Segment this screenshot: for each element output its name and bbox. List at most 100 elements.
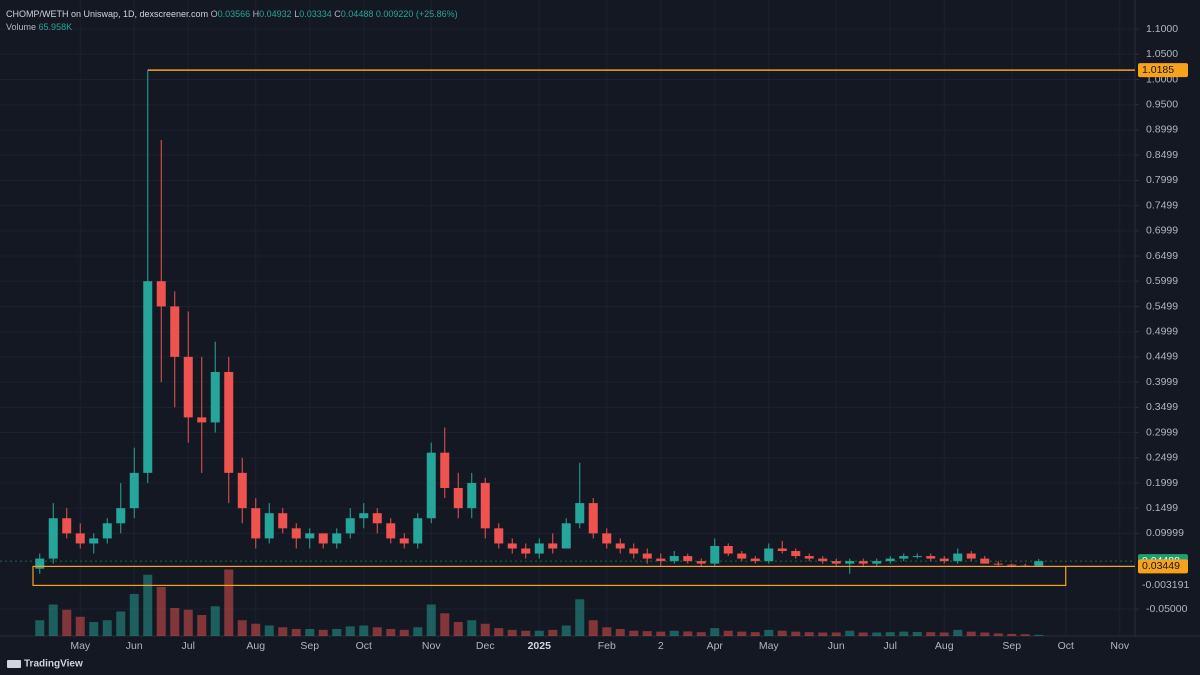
candle-body (926, 556, 936, 559)
candle-body (89, 538, 99, 544)
volume-bar (777, 630, 787, 636)
volume-bar (953, 629, 963, 636)
x-tick-label: May (70, 640, 91, 652)
volume-bar (305, 629, 315, 636)
candle-body (791, 551, 801, 557)
x-tick-label: Jul (884, 640, 897, 652)
volume-bar (993, 633, 1003, 636)
volume-bar (480, 623, 490, 636)
y-tick-label: 0.6499 (1146, 250, 1178, 262)
volume-bar (399, 629, 409, 636)
volume-bar (791, 631, 801, 636)
volume-bar (413, 627, 423, 636)
volume-bar (561, 625, 571, 636)
volume-bar (845, 630, 855, 636)
brand-logo (7, 660, 21, 668)
volume-bar (980, 632, 990, 636)
volume-bar (467, 620, 477, 636)
candle-body (467, 482, 477, 509)
y-tick-label: 0.1999 (1146, 477, 1178, 489)
candle-body (804, 556, 814, 559)
candle-body (129, 472, 139, 509)
candle-body (264, 513, 274, 539)
x-tick-label: 2 (658, 640, 664, 652)
volume-bar (251, 623, 261, 636)
y-tick-label: 0.7999 (1146, 174, 1178, 186)
volume-bar (737, 631, 747, 636)
box-top-box (1138, 559, 1188, 574)
candle-body (332, 533, 342, 544)
candle-body (845, 561, 855, 564)
volume-bar (588, 620, 598, 636)
volume-bar (615, 629, 625, 636)
ohlc-value: 0.04932 (259, 9, 292, 19)
x-tick-label: Aug (935, 640, 954, 652)
candle-body (480, 482, 490, 529)
candle-body (561, 523, 571, 549)
candle-body (818, 558, 828, 562)
volume-bar (818, 632, 828, 636)
brand-name: TradingView (24, 659, 83, 670)
high-line-box (1138, 63, 1188, 78)
volume-layer (35, 569, 1044, 636)
x-tick-label: Feb (598, 640, 616, 652)
volume-bar (143, 574, 153, 636)
candle-body (224, 371, 234, 473)
candle-body (210, 371, 220, 423)
y-tick-label: 0.7499 (1146, 199, 1178, 211)
candle-body (197, 417, 207, 423)
volume-bar (224, 569, 234, 636)
candle-body (251, 508, 261, 539)
candle-body (629, 548, 639, 554)
candle-body (656, 558, 666, 562)
candle-body (156, 281, 166, 307)
x-tick-label: Jun (828, 640, 845, 652)
grid (0, 0, 1135, 636)
x-tick-label: Dec (476, 640, 495, 652)
volume-bar (912, 631, 922, 636)
volume-bar (89, 622, 99, 636)
volume-bar (723, 630, 733, 636)
x-tick-label: 2025 (528, 640, 552, 652)
volume-key: Volume (6, 22, 37, 32)
legend: CHOMP/WETH on Uniswap, 1D, dexscreener.c… (6, 8, 458, 34)
candle-body (1007, 564, 1017, 566)
candle-body (939, 558, 949, 562)
high-line-label: 1.0185 (1142, 64, 1174, 76)
volume-bar (318, 629, 328, 636)
volume-bar (521, 630, 531, 636)
volume-value: 65.958K (38, 22, 73, 32)
candle-body (615, 543, 625, 549)
candle-body (534, 543, 544, 554)
range-box (32, 565, 1067, 587)
volume-bar (548, 629, 558, 636)
volume-bar (872, 632, 882, 636)
x-tick-label: Sep (300, 640, 319, 652)
volume-bar (264, 625, 274, 636)
candle-body (62, 518, 72, 534)
y-tick-label: 0.4999 (1146, 325, 1178, 337)
candle-body (872, 561, 882, 564)
box-top-label: 0.03449 (1142, 560, 1180, 572)
volume-bar (170, 608, 180, 636)
box-bottom-label: -0.003191 (1142, 579, 1189, 591)
candle-body (453, 487, 463, 509)
y-tick-label: 0.6999 (1146, 225, 1178, 237)
volume-bar (129, 594, 139, 636)
ohlc-key: C (334, 9, 341, 19)
candle-body (507, 543, 517, 549)
volume-bar (750, 632, 760, 636)
x-tick-label: Aug (246, 640, 265, 652)
volume-bar (656, 631, 666, 636)
candle-body (386, 523, 396, 539)
ohlc-key: O (210, 9, 218, 19)
candle-body (170, 306, 180, 357)
y-tick-label: 1.1000 (1146, 23, 1178, 35)
x-tick-label: Sep (1002, 640, 1021, 652)
candle-body (966, 553, 976, 559)
y-tick-label: 0.9500 (1146, 98, 1178, 110)
volume-bar (696, 632, 706, 636)
